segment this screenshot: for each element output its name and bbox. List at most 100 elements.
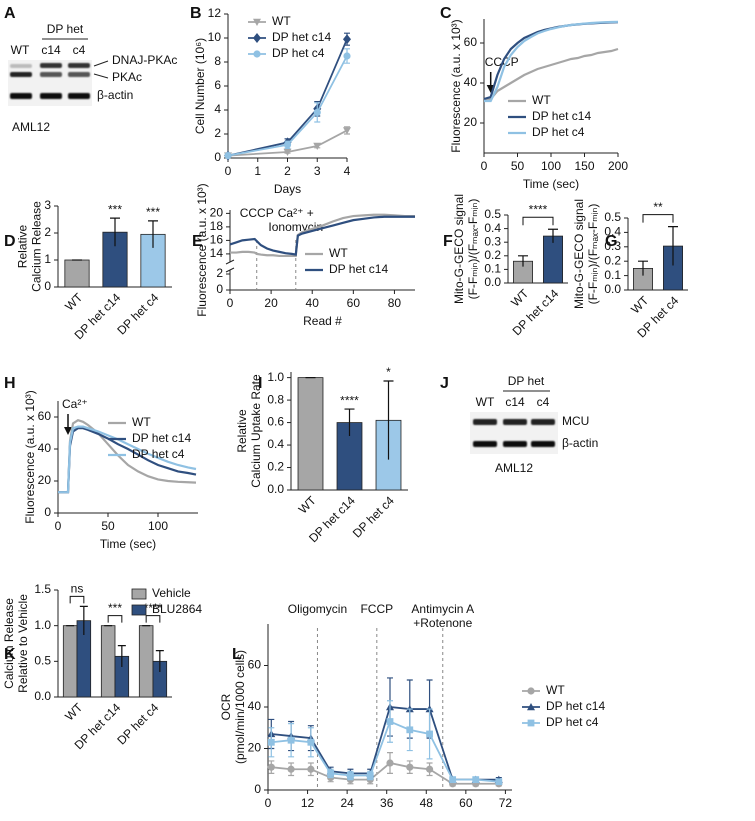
x-tick-label: 40	[306, 296, 320, 310]
band	[68, 93, 90, 99]
x-tick-label: WT	[296, 493, 320, 517]
lane-label: c14	[41, 43, 61, 57]
legend-label: WT	[329, 246, 348, 260]
y-axis-label: Fluorescence (a.u. x 10³)	[23, 390, 37, 523]
significance: ***	[146, 205, 160, 219]
y-tick-label: 12	[208, 6, 222, 20]
y-tick-label: 20	[248, 741, 262, 755]
y-axis-label: Mito-G-GECO signal	[452, 194, 466, 304]
y-tick-label: 2	[44, 225, 51, 239]
marker	[386, 718, 394, 725]
panel-letter: B	[190, 5, 202, 22]
x-tick-label: 4	[344, 164, 351, 178]
y-tick-label: 14	[210, 246, 224, 260]
y-tick-label: 60	[38, 409, 52, 423]
y-tick-label: 0.2	[604, 253, 621, 267]
band	[531, 441, 555, 447]
x-tick-label: 1	[254, 164, 261, 178]
error-bar	[79, 605, 88, 635]
panel-letter: G	[605, 233, 617, 250]
band	[40, 72, 62, 77]
lane-label: c4	[537, 395, 550, 409]
legend-label: WT	[132, 415, 151, 429]
marker	[472, 776, 480, 784]
series-line	[58, 425, 197, 494]
bar	[62, 625, 78, 698]
band-label: MCU	[562, 414, 589, 428]
marker	[527, 703, 535, 711]
y-tick-label: 16	[210, 233, 224, 247]
marker	[527, 719, 535, 727]
x-tick-label: 100	[148, 519, 168, 533]
marker	[287, 736, 295, 744]
legend-label: DP het c4	[546, 715, 599, 729]
y-tick-label: 0.0	[34, 689, 51, 703]
y-axis-label: Relative	[235, 409, 249, 453]
bands	[473, 419, 555, 447]
y-axis-label: OCR	[219, 693, 233, 720]
x-tick-label: 60	[347, 296, 361, 310]
y-tick-label: 10	[208, 30, 222, 44]
blot-membrane	[470, 412, 558, 454]
bar	[100, 625, 116, 698]
band	[10, 64, 32, 68]
y-tick-label: 40	[248, 699, 262, 713]
marker	[406, 763, 414, 771]
x-tick-label: DP het c4	[114, 290, 161, 337]
legend-label: Vehicle	[152, 586, 191, 600]
y-axis-label: Relative	[15, 225, 29, 269]
x-tick-label: WT	[62, 290, 86, 314]
panel-letter: A	[4, 5, 16, 22]
y-tick-label: 0.6	[267, 415, 284, 429]
annotation: Ca²⁺ +	[278, 206, 314, 220]
legend-label: DP het c14	[329, 262, 388, 276]
error-bar	[383, 380, 394, 460]
x-tick-label: 50	[511, 159, 525, 173]
y-tick-label: 0	[216, 282, 223, 296]
band-label: β-actin	[562, 436, 598, 450]
panel-letter: D	[4, 233, 16, 250]
x-axis-label: Days	[274, 182, 301, 196]
y-tick-label: 0.0	[484, 275, 501, 289]
marker	[313, 142, 322, 150]
annotation: +Rotenone	[413, 616, 472, 630]
x-axis-label: Read #	[303, 314, 342, 328]
x-tick-label: DP het c4	[114, 700, 161, 747]
error-bar	[548, 228, 558, 243]
marker	[426, 730, 433, 738]
y-tick-label: 0.3	[484, 234, 501, 248]
bar	[138, 625, 154, 698]
band	[68, 63, 90, 68]
series-line	[271, 762, 499, 785]
bar	[297, 377, 324, 491]
legend-label: WT	[272, 14, 291, 28]
marker	[406, 726, 414, 734]
significance-bracket	[145, 615, 161, 623]
y-axis-label: Relative to Vehicle	[16, 594, 30, 693]
marker	[267, 738, 275, 746]
y-tick-label: 0.5	[604, 210, 621, 224]
legend-label: WT	[546, 683, 565, 697]
panel-letter: I	[258, 375, 262, 392]
lane-label: c14	[505, 395, 525, 409]
legend-label: DP het c4	[532, 125, 585, 139]
cell-line: AML12	[12, 120, 50, 134]
marker	[313, 108, 321, 116]
annotation: Oligomycin	[288, 602, 347, 616]
error-bar	[518, 255, 528, 267]
marker	[253, 18, 261, 26]
band	[531, 419, 555, 425]
marker	[343, 127, 351, 135]
y-axis-label: Calcium Uptake Rate	[249, 374, 263, 488]
marker	[347, 772, 354, 779]
y-tick-label: 40	[38, 441, 52, 455]
legend-label: DP het c4	[132, 447, 185, 461]
significance: ****	[529, 202, 548, 216]
panel-letter: E	[192, 233, 203, 250]
x-tick-label: WT	[62, 700, 86, 724]
significance-bracket	[642, 214, 674, 223]
x-tick-label: 150	[574, 159, 594, 173]
y-tick-label: 8	[214, 54, 221, 68]
marker	[343, 52, 351, 60]
marker	[343, 34, 351, 45]
